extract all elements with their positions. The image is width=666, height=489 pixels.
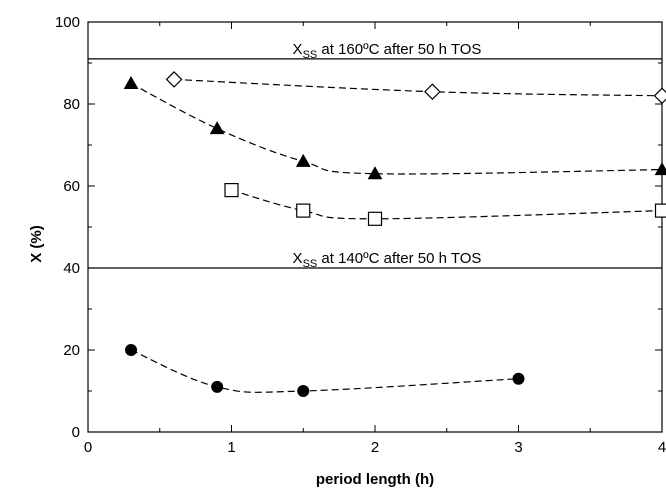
series-3-point-3 [512, 372, 525, 385]
reference-lines: XSS at 160ºC after 50 h TOS XSS at 140ºC … [88, 41, 662, 270]
x-tick-label-1: 1 [227, 439, 235, 456]
y-tick-label-4: 80 [63, 96, 80, 113]
series-0-line [174, 78, 663, 97]
series-1-line [130, 82, 663, 175]
y-axis-label: X (%) [28, 225, 45, 263]
y-tick-label-5: 100 [55, 14, 80, 31]
x-tick-label-3: 3 [514, 439, 522, 456]
y-tick-label-0: 0 [72, 424, 80, 441]
y-tick-label-1: 20 [63, 342, 80, 359]
x-tick-label-0: 0 [84, 439, 92, 456]
x-tick-label-2: 2 [371, 439, 379, 456]
series-2-point-3 [654, 203, 666, 218]
x-tick-label-4: 4 [658, 439, 666, 456]
series-3-point-0 [125, 344, 138, 356]
series-3-point-2 [297, 385, 310, 397]
x-axis-label: period length (h) [316, 471, 434, 488]
series-0-point-1 [424, 83, 441, 101]
series-1-point-1 [209, 121, 225, 135]
series-3-point-1 [211, 380, 224, 393]
series-2-point-2 [367, 211, 383, 226]
series-2-line [231, 189, 663, 220]
y-tick-label-2: 40 [63, 260, 80, 277]
reference-line-label-0: XSS at 160ºC after 50 h TOS [293, 41, 482, 61]
series-0-point-0 [165, 71, 183, 88]
series-1-point-0 [123, 75, 139, 89]
series-1-point-2 [295, 153, 311, 167]
series-3 [125, 344, 525, 397]
series-0-point-2 [653, 87, 666, 105]
series-group [123, 71, 666, 397]
reference-line-label-1: XSS at 140ºC after 50 h TOS [293, 250, 482, 270]
series-1-point-4 [654, 162, 666, 176]
series-2 [224, 183, 666, 226]
series-1-point-3 [367, 166, 383, 180]
series-2-point-0 [224, 183, 239, 198]
series-1 [123, 75, 666, 180]
series-0 [165, 71, 666, 105]
series-3-line [130, 349, 519, 393]
y-tick-label-3: 60 [63, 178, 80, 195]
series-2-point-1 [296, 203, 311, 218]
